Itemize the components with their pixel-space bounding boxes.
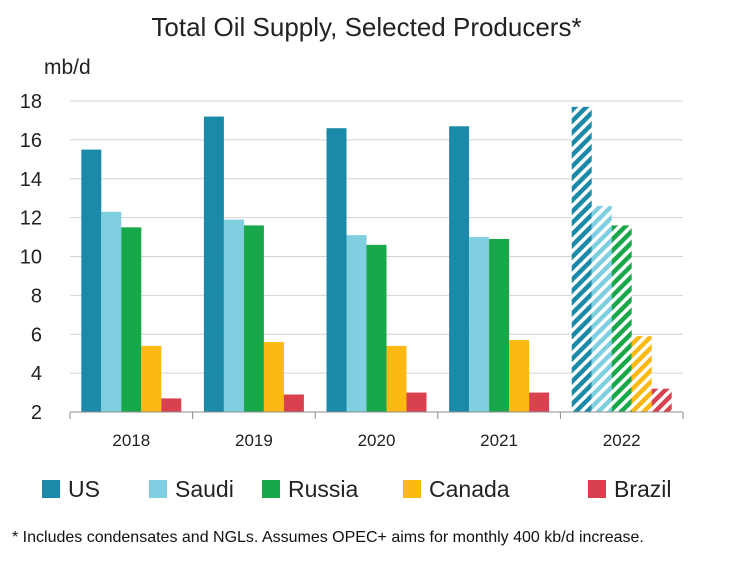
bar-saudi-2021 <box>469 237 490 412</box>
legend-swatch <box>403 480 421 498</box>
legend-item-brazil: Brazil <box>588 476 672 502</box>
bar-brazil-2020 <box>406 392 427 412</box>
x-tick-label: 2018 <box>112 431 150 450</box>
bar-saudi-2022 <box>591 205 612 412</box>
legend-label: US <box>68 476 100 502</box>
legend-item-us: US <box>42 476 100 502</box>
bar-us-2021 <box>449 126 470 413</box>
bar-canada-2022 <box>631 336 652 412</box>
bar-us-2019 <box>203 116 224 413</box>
x-axis-ticks: 2018 2019 2020 2021 2022 <box>112 431 640 450</box>
legend-swatch <box>149 480 167 498</box>
y-tick-label: 6 <box>31 324 42 346</box>
bar-russia-2018 <box>121 227 142 412</box>
legend-label: Russia <box>288 476 359 502</box>
y-tick-label: 12 <box>20 208 42 230</box>
bar-us-2018 <box>81 149 102 412</box>
chart-title: Total Oil Supply, Selected Producers* <box>151 12 582 42</box>
y-tick-label: 18 <box>20 91 42 113</box>
bar-russia-2020 <box>366 244 387 412</box>
legend: US Saudi Russia Canada Brazil <box>42 476 672 502</box>
bar-russia-2019 <box>243 225 264 412</box>
bars <box>81 106 672 413</box>
bar-canada-2018 <box>141 345 162 412</box>
legend-label: Saudi <box>175 476 234 502</box>
legend-item-saudi: Saudi <box>149 476 234 502</box>
bar-canada-2019 <box>263 342 284 412</box>
y-axis-label: mb/d <box>44 56 91 79</box>
bar-canada-2021 <box>509 340 530 412</box>
x-tick-label: 2019 <box>235 431 273 450</box>
bar-brazil-2018 <box>161 398 182 412</box>
bar-russia-2022 <box>611 225 632 412</box>
bar-brazil-2019 <box>283 394 304 412</box>
legend-label: Brazil <box>614 476 672 502</box>
legend-label: Canada <box>429 476 510 502</box>
legend-item-canada: Canada <box>403 476 510 502</box>
legend-item-russia: Russia <box>262 476 359 502</box>
bar-saudi-2018 <box>101 211 122 412</box>
bar-russia-2021 <box>489 239 510 412</box>
oil-supply-bar-chart: mb/d 2 4 6 8 10 12 14 16 18 2018 2019 2020 2021 2022… <box>20 56 684 502</box>
x-tick-label: 2020 <box>358 431 396 450</box>
y-axis-ticks: 2 4 6 8 10 12 14 16 18 <box>20 91 42 424</box>
bar-us-2020 <box>326 128 347 412</box>
x-tick-label: 2022 <box>603 431 641 450</box>
bar-canada-2020 <box>386 345 407 412</box>
bar-brazil-2022 <box>651 388 672 412</box>
y-tick-label: 8 <box>31 285 42 307</box>
legend-swatch <box>262 480 280 498</box>
y-tick-label: 10 <box>20 247 42 269</box>
legend-swatch <box>588 480 606 498</box>
x-tick-label: 2021 <box>480 431 518 450</box>
legend-swatch <box>42 480 60 498</box>
y-tick-label: 2 <box>31 402 42 424</box>
bar-saudi-2020 <box>346 235 367 412</box>
bar-us-2022 <box>571 106 592 413</box>
footnote: * Includes condensates and NGLs. Assumes… <box>12 529 644 546</box>
bar-saudi-2019 <box>223 219 244 412</box>
y-tick-label: 16 <box>20 130 42 152</box>
y-tick-label: 4 <box>31 363 42 385</box>
y-tick-label: 14 <box>20 169 42 191</box>
x-axis <box>69 411 684 419</box>
bar-brazil-2021 <box>529 392 550 412</box>
